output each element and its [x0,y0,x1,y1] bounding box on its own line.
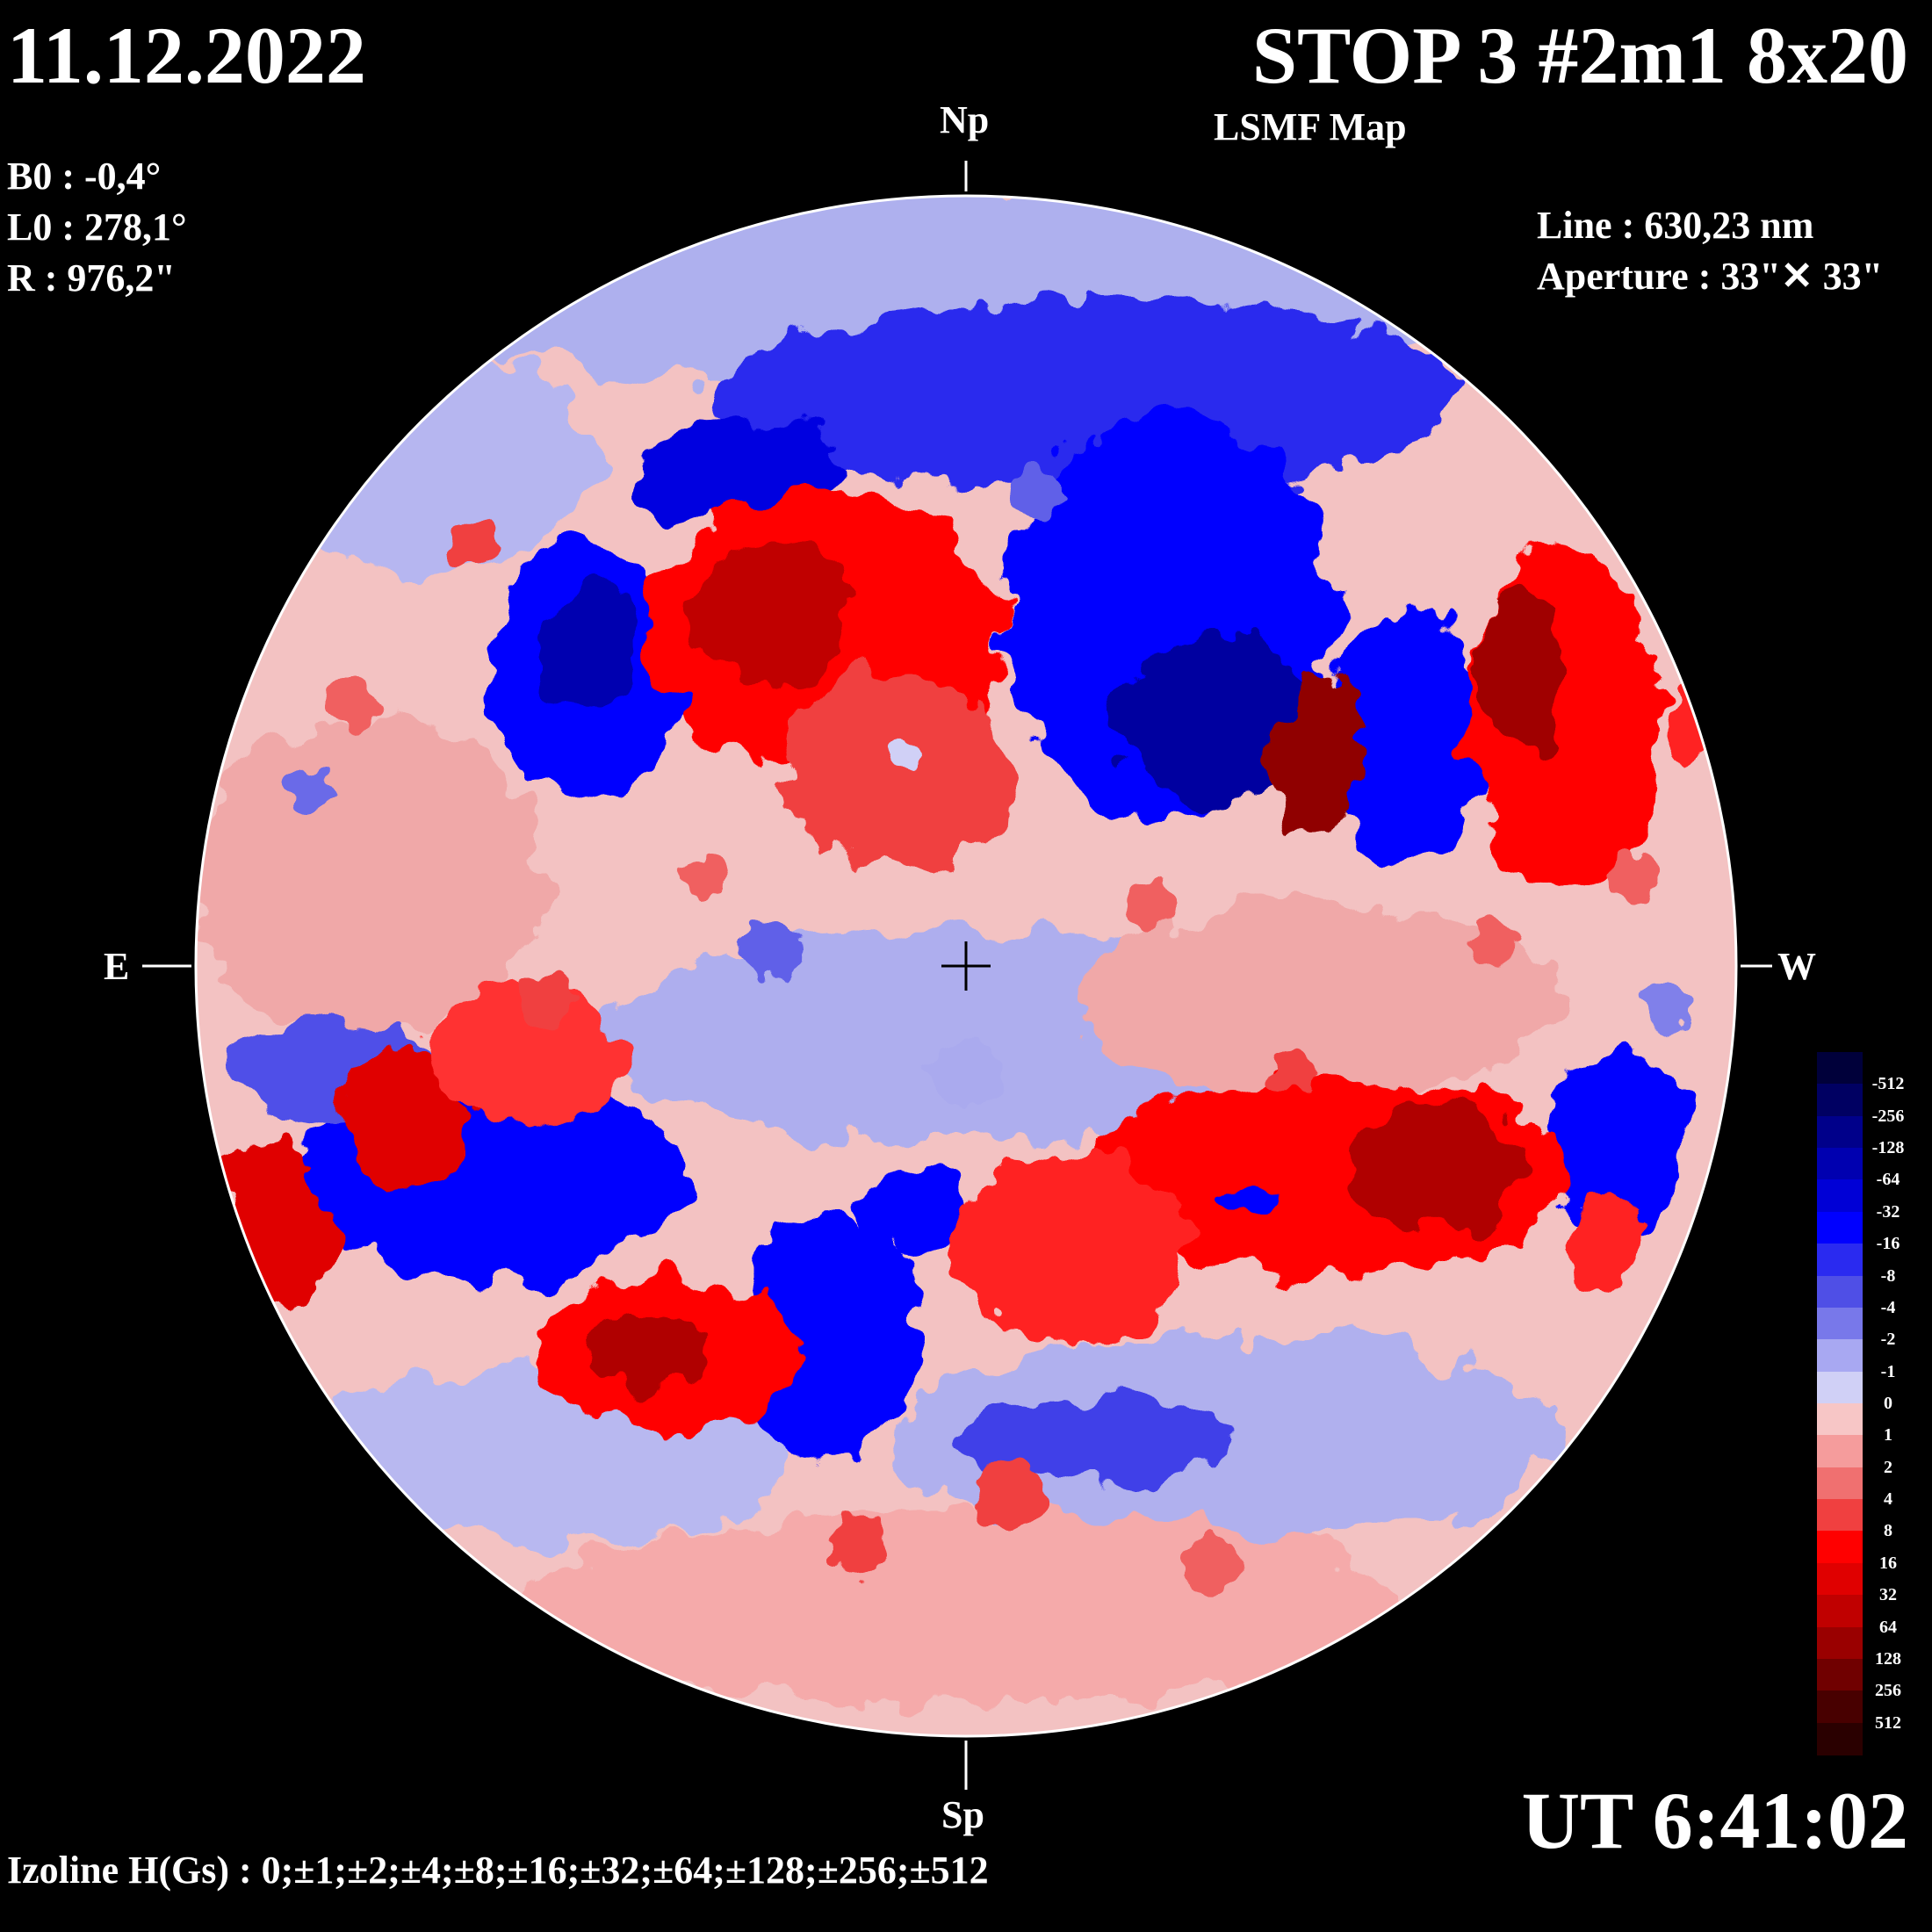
color-scale-legend [1817,1052,1863,1755]
legend-label: -4 [1880,1297,1896,1317]
legend-label: -64 [1876,1170,1900,1190]
legend-label: 128 [1875,1648,1901,1669]
radius-value: R : 976,2" [7,256,176,299]
legend-label: 1 [1884,1425,1892,1445]
small-scale-features [285,469,1691,1593]
east-label: E [104,945,130,988]
legend-label: -2 [1880,1330,1896,1350]
legend-swatch [1817,1595,1863,1628]
legend-swatch [1817,1562,1863,1597]
center-crosshair [941,941,991,991]
legend-swatch [1817,1626,1863,1660]
legend-label: -32 [1876,1201,1900,1222]
legend-label: -512 [1871,1074,1905,1094]
map-subtitle: LSMF Map [1214,105,1407,148]
isoline-levels: Izoline H(Gs) : 0;±1;±2;±4;±8;±16;±32;±6… [7,1849,989,1892]
legend-label: -1 [1880,1361,1896,1381]
legend-swatch [1817,1435,1863,1468]
legend-label: 2 [1884,1457,1892,1477]
legend-label: 0 [1884,1394,1892,1413]
legend-swatch [1817,1371,1863,1404]
north-label: Np [940,98,990,141]
legend-swatch [1817,1307,1863,1341]
l0-value: L0 : 278,1° [7,205,187,249]
aperture: Aperture : 33"✕ 33" [1537,255,1884,298]
legend-swatch [1817,1084,1863,1117]
legend-swatch [1817,1052,1863,1085]
west-label: W [1777,945,1816,988]
south-label: Sp [941,1793,984,1836]
negative-field-regions [228,299,1686,1484]
legend-swatch [1817,1275,1863,1308]
legend-swatch [1817,1179,1863,1213]
legend-swatch [1817,1244,1863,1277]
legend-swatch [1817,1339,1863,1373]
legend-swatch [1817,1148,1863,1181]
legend-label: -256 [1871,1106,1905,1126]
legend-swatch [1817,1403,1863,1437]
legend-swatch [1817,1115,1863,1150]
legend-label: 4 [1884,1489,1892,1510]
map-title: STOP 3 #2m1 8x20 [1251,11,1908,100]
legend-label: 32 [1879,1585,1897,1605]
legend-swatch [1817,1531,1863,1564]
legend-swatch [1817,1722,1863,1755]
universal-time: UT 6:41:02 [1521,1776,1908,1865]
b0-value: B0 : -0,4° [7,155,162,198]
observation-date: 11.12.2022 [7,11,366,100]
legend-swatch [1817,1658,1863,1692]
disk-outline [194,194,1738,1738]
legend-label: -16 [1876,1234,1900,1254]
legend-swatch [1817,1499,1863,1532]
legend-label: 512 [1875,1712,1901,1733]
legend-swatch [1817,1690,1863,1724]
legend-label: 8 [1884,1521,1892,1541]
legend-label: 64 [1879,1617,1897,1637]
positive-field-regions [211,492,1736,1431]
legend-label: 256 [1875,1681,1901,1701]
legend-label: 16 [1879,1553,1897,1573]
legend-label: -8 [1880,1265,1896,1286]
legend-swatch [1817,1467,1863,1501]
legend-swatch [1817,1211,1863,1245]
spectral-line: Line : 630,23 nm [1537,204,1814,247]
solar-disk [196,196,1736,1736]
legend-label: -128 [1871,1138,1905,1158]
